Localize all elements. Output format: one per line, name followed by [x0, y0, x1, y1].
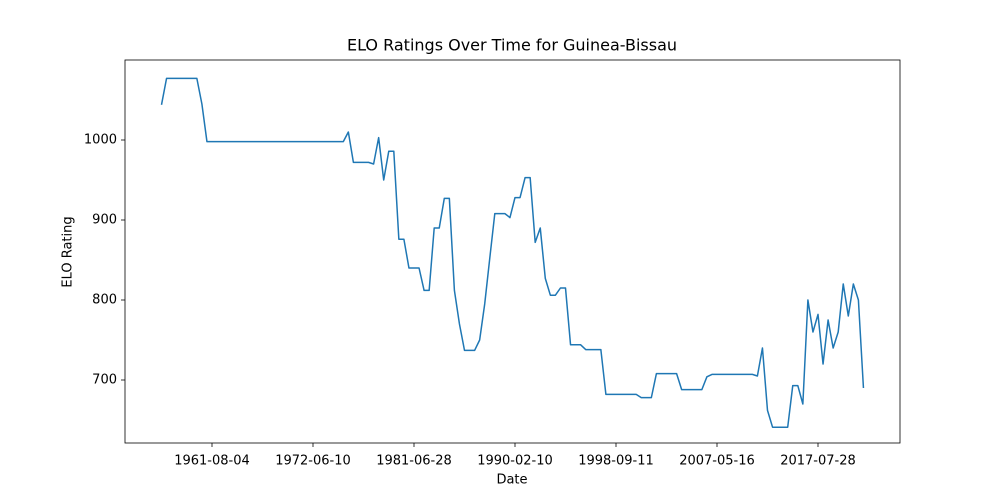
x-tick-label: 1998-09-11 — [578, 454, 654, 469]
series-line — [160, 77, 865, 428]
x-tick-label: 2017-07-28 — [780, 454, 856, 469]
y-axis-label: ELO Rating — [61, 216, 76, 287]
x-tick-label: 2007-05-16 — [679, 454, 755, 469]
y-tick-label: 1000 — [84, 133, 117, 148]
chart-title: ELO Ratings Over Time for Guinea-Bissau — [347, 36, 677, 55]
x-tick-label: 1972-06-10 — [275, 454, 351, 469]
y-tick-label: 700 — [92, 373, 117, 388]
y-tick-label: 900 — [92, 213, 117, 228]
plot-frame — [124, 59, 901, 444]
x-tick-label: 1990-02-10 — [477, 454, 553, 469]
x-axis-label: Date — [496, 473, 527, 488]
x-tick-label: 1981-06-28 — [376, 454, 452, 469]
y-tick-label: 800 — [92, 293, 117, 308]
x-tick-label: 1961-08-04 — [174, 454, 250, 469]
